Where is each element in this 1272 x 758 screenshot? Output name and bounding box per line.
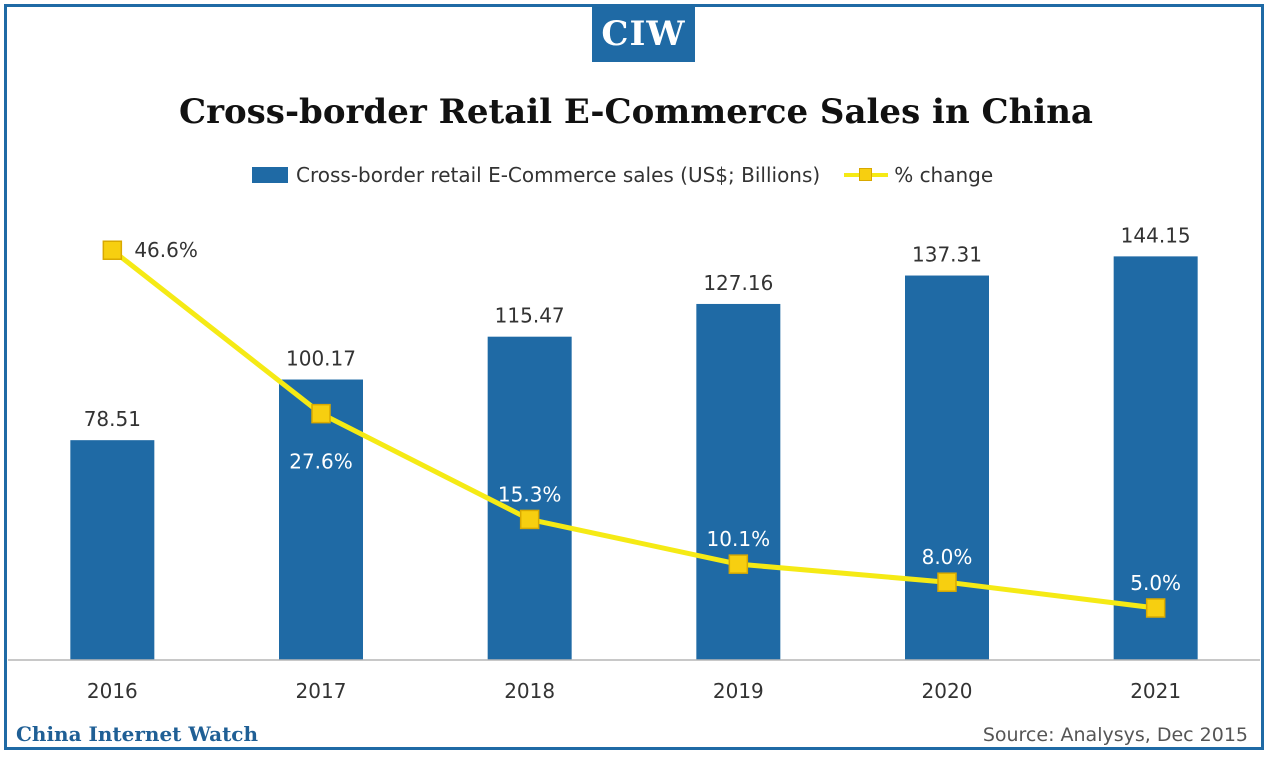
percent-marker: [102, 240, 123, 260]
x-tick-label: 2018: [504, 679, 555, 703]
percent-label: 27.6%: [289, 450, 353, 474]
ciw-logo: CIW: [592, 6, 695, 62]
x-tick-label: 2019: [713, 679, 764, 703]
bar-value-label: 115.47: [495, 304, 565, 328]
legend-line-swatch: [844, 167, 889, 183]
x-tick-label: 2020: [922, 679, 973, 703]
bar-2016: [70, 440, 155, 660]
chart-title: Cross-border Retail E-Commerce Sales in …: [179, 92, 1093, 132]
bar-2020: [905, 275, 989, 660]
bar-value-label: 144.15: [1121, 223, 1191, 247]
percent-marker: [1145, 598, 1166, 618]
percent-marker: [311, 403, 331, 424]
legend-bar-swatch: [252, 167, 288, 183]
source-note: Source: Analysys, Dec 2015: [982, 724, 1248, 746]
percent-change-line: [110, 248, 1156, 611]
percent-label: 5.0%: [1130, 571, 1181, 595]
chart-frame: [4, 4, 1264, 750]
percent-label: 8.0%: [922, 545, 973, 569]
percent-label: 10.1%: [707, 527, 771, 551]
percent-marker: [519, 509, 540, 530]
legend: Cross-border retail E-Commerce sales (US…: [252, 160, 993, 190]
x-tick-label: 2017: [296, 679, 347, 703]
bar-value-label: 127.16: [703, 271, 773, 295]
footer-brand: China Internet Watch: [16, 722, 259, 746]
bar-2018: [487, 336, 572, 660]
bar-value-label: 137.31: [912, 243, 982, 267]
bar-2021: [1113, 256, 1198, 660]
legend-line-label: % change: [894, 163, 994, 187]
bar-value-label: 78.51: [84, 407, 141, 431]
bar-value-label: 100.17: [286, 347, 356, 371]
percent-marker: [728, 554, 749, 574]
percent-marker: [937, 572, 957, 592]
x-tick-label: 2021: [1130, 679, 1181, 703]
percent-label: 15.3%: [498, 482, 562, 506]
legend-bar-label: Cross-border retail E-Commerce sales (US…: [296, 163, 821, 187]
percent-label: 46.6%: [134, 238, 198, 262]
x-tick-label: 2016: [87, 679, 138, 703]
bar-2019: [696, 303, 781, 660]
